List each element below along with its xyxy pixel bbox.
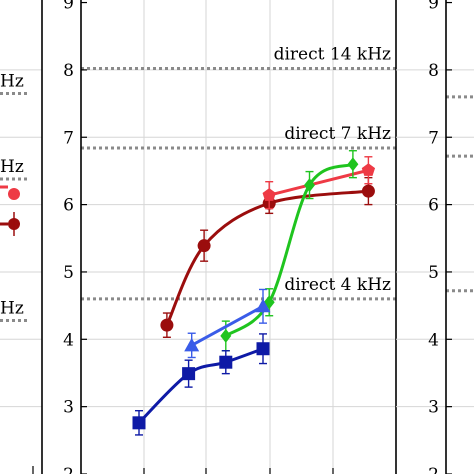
triangle-marker <box>184 337 200 352</box>
circle-marker <box>197 239 211 253</box>
y-tick-label: 4 <box>428 330 439 350</box>
pentagon-marker <box>262 188 276 201</box>
y-tick-label: 9 <box>428 0 439 14</box>
y-tick-label: 8 <box>63 61 74 81</box>
pentagon-marker <box>361 163 376 176</box>
series-square <box>132 333 270 436</box>
series-triangle <box>184 288 271 359</box>
main-panel: direct 14 kHz direct 7 kHz direct 4 kHz 2 3… <box>32 0 397 474</box>
square-marker <box>182 367 196 381</box>
series-line <box>137 347 265 425</box>
y-tick-label: 6 <box>63 196 74 216</box>
square-marker <box>132 416 146 430</box>
y-tick-label: 3 <box>428 398 439 418</box>
y-tick-label: 7 <box>63 128 74 148</box>
y-tick-label: 9 <box>63 0 74 14</box>
series-line <box>267 168 370 197</box>
series-line <box>224 162 355 338</box>
partial-reference-label: Hz <box>0 157 24 177</box>
series-pentagon <box>262 156 376 210</box>
y-tick-label: 2 <box>428 465 439 474</box>
series-circle <box>160 176 375 338</box>
diamond-marker <box>220 328 232 343</box>
square-marker <box>256 342 270 356</box>
y-tick-label: 5 <box>428 263 439 283</box>
square-marker <box>219 355 233 369</box>
diamond-marker <box>304 178 315 193</box>
y-tick-label: 4 <box>63 330 74 350</box>
y-tick-label: 2 <box>63 465 74 474</box>
diamond-marker <box>347 157 359 172</box>
right-panel: 2 3 4 5 6 7 8 9 <box>396 0 474 474</box>
y-tick-label: 5 <box>63 263 74 283</box>
triangle-marker <box>255 298 271 313</box>
y-tick-label: 6 <box>428 196 439 216</box>
partial-reference-label: Hz <box>0 71 24 91</box>
y-tick-label: 8 <box>428 61 439 81</box>
left-panel: Hz Hz Hz <box>0 0 43 474</box>
circle-marker <box>361 184 375 198</box>
y-tick-label: 7 <box>428 128 439 148</box>
legend-marker <box>8 188 20 200</box>
reference-label: direct 4 kHz <box>284 275 391 295</box>
y-tick-label: 3 <box>63 398 74 418</box>
partial-reference-label: Hz <box>0 298 24 318</box>
reference-label: direct 7 kHz <box>284 124 391 144</box>
series-line <box>165 189 370 327</box>
series-diamond <box>220 150 359 352</box>
circle-marker <box>160 318 174 332</box>
reference-label: direct 14 kHz <box>274 45 391 65</box>
